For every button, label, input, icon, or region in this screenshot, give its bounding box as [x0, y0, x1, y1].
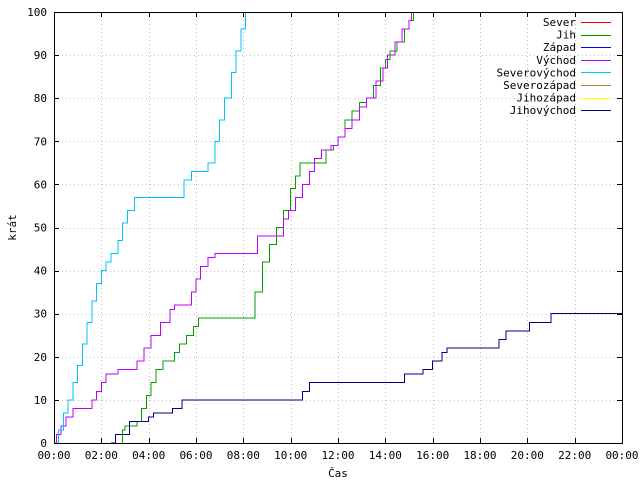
y-axis-label: krát	[6, 214, 19, 241]
legend-label: Jihovýchod	[510, 104, 576, 117]
legend: SeverJihZápadVýchodSeverovýchodSeverozáp…	[497, 16, 611, 117]
y-tick-label: 10	[34, 394, 47, 407]
x-tick-label: 16:00	[416, 449, 449, 462]
legend-label: Západ	[543, 41, 576, 54]
legend-label: Severozápad	[503, 79, 576, 92]
x-tick-label: 20:00	[511, 449, 544, 462]
x-tick-label: 12:00	[321, 449, 354, 462]
legend-label: Jihozápad	[516, 92, 576, 105]
series-line-7	[110, 313, 622, 444]
x-axis-label: Čas	[328, 467, 348, 480]
ticks: 00:00 02:00 04:00 06:00 08:00 10:00 12:00 14:00…	[27, 6, 638, 462]
series-line-4	[54, 12, 247, 444]
y-tick-label: 90	[34, 49, 47, 62]
y-tick-label: 30	[34, 308, 47, 321]
y-tick-label: 50	[34, 222, 47, 235]
x-tick-label: 18:00	[463, 449, 496, 462]
y-tick-label: 70	[34, 135, 47, 148]
x-tick-label: 14:00	[369, 449, 402, 462]
y-tick-label: 0	[40, 437, 47, 450]
y-tick-label: 20	[34, 351, 47, 364]
y-tick-label: 80	[34, 92, 47, 105]
series-layer	[54, 12, 622, 444]
x-tick-label: 08:00	[227, 449, 260, 462]
x-tick-label: 02:00	[85, 449, 118, 462]
x-tick-label: 22:00	[558, 449, 591, 462]
x-tick-label: 06:00	[179, 449, 212, 462]
legend-label: Východ	[536, 54, 576, 67]
legend-label: Severovýchod	[497, 66, 576, 79]
x-tick-label: 00:00	[37, 449, 70, 462]
series-line-3	[54, 12, 412, 444]
y-tick-label: 40	[34, 265, 47, 278]
x-tick-label: 00:00	[605, 449, 638, 462]
y-tick-label: 100	[27, 6, 47, 19]
x-tick-label: 04:00	[132, 449, 165, 462]
series-line-1	[122, 12, 415, 443]
y-tick-label: 60	[34, 178, 47, 191]
legend-label: Jih	[556, 29, 576, 42]
legend-label: Sever	[543, 16, 576, 29]
x-tick-label: 10:00	[274, 449, 307, 462]
